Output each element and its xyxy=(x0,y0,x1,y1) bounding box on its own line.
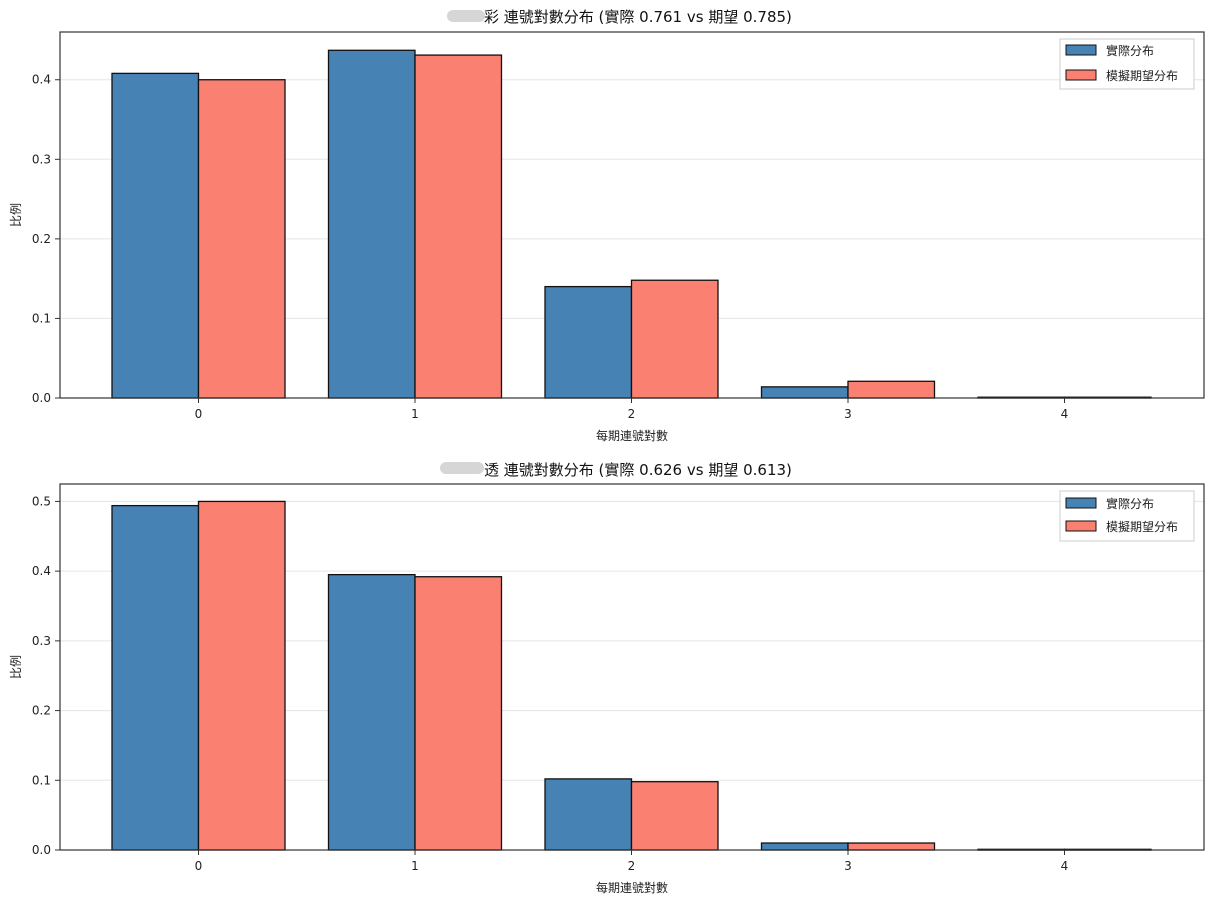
bar-expected-2 xyxy=(630,781,719,851)
y-tick-label: 0.2 xyxy=(32,704,51,718)
chart-title: 彩 連號對數分布 (實際 0.761 vs 期望 0.785) xyxy=(484,8,792,26)
y-tick-label: 0.1 xyxy=(32,773,51,787)
y-tick-label: 0.4 xyxy=(32,564,51,578)
legend-label-actual: 實際分布 xyxy=(1106,43,1154,58)
x-axis-label: 每期連號對數 xyxy=(596,428,668,443)
bar-expected-1 xyxy=(414,576,503,851)
x-tick-label: 4 xyxy=(1061,859,1069,873)
plot-frame xyxy=(59,483,1205,851)
y-tick-label: 0.4 xyxy=(32,73,51,87)
bar-expected-1 xyxy=(414,54,503,399)
legend-label-actual: 實際分布 xyxy=(1106,496,1154,511)
legend-swatch-expected xyxy=(1065,520,1097,532)
x-tick-label: 1 xyxy=(411,407,419,421)
x-tick-label: 3 xyxy=(844,407,852,421)
x-tick-label: 0 xyxy=(195,859,203,873)
y-tick-label: 0.0 xyxy=(32,843,51,857)
y-axis-label: 比例 xyxy=(9,655,23,679)
bar-actual-1 xyxy=(327,573,416,851)
bar-actual-3 xyxy=(760,386,849,399)
chart-top: 彩 連號對數分布 (實際 0.761 vs 期望 0.785) 比例 每期連號對… xyxy=(9,8,1205,443)
legend-swatch-expected xyxy=(1065,69,1097,81)
chart-title: 透 連號對數分布 (實際 0.626 vs 期望 0.613) xyxy=(484,461,792,479)
bar-expected-0 xyxy=(197,79,286,399)
x-tick-label: 3 xyxy=(844,859,852,873)
plot-frame xyxy=(59,31,1205,399)
legend: 實際分布 模擬期望分布 xyxy=(1059,38,1195,90)
bar-expected-0 xyxy=(197,500,286,851)
x-axis-label: 每期連號對數 xyxy=(596,880,668,895)
bar-expected-3 xyxy=(847,380,936,399)
x-tick-label: 2 xyxy=(628,407,636,421)
legend-label-expected: 模擬期望分布 xyxy=(1106,519,1178,534)
x-tick-label: 1 xyxy=(411,859,419,873)
bar-actual-1 xyxy=(327,49,416,399)
x-tick-label: 0 xyxy=(195,407,203,421)
legend-swatch-actual xyxy=(1065,44,1097,56)
redacted-title-prefix xyxy=(447,10,485,22)
bar-actual-2 xyxy=(544,778,633,851)
y-tick-label: 0.2 xyxy=(32,232,51,246)
x-tick-label: 4 xyxy=(1061,407,1069,421)
y-tick-label: 0.1 xyxy=(32,311,51,325)
bar-actual-2 xyxy=(544,285,633,399)
legend-swatch-actual xyxy=(1065,497,1097,509)
legend-label-expected: 模擬期望分布 xyxy=(1106,68,1178,83)
bar-expected-3 xyxy=(847,842,936,851)
bar-actual-0 xyxy=(111,72,200,399)
y-axis-label: 比例 xyxy=(9,203,23,227)
y-tick-label: 0.3 xyxy=(32,634,51,648)
x-tick-label: 2 xyxy=(628,859,636,873)
y-tick-label: 0.0 xyxy=(32,391,51,405)
legend: 實際分布 模擬期望分布 xyxy=(1059,490,1195,542)
bar-expected-2 xyxy=(630,279,719,399)
redacted-title-prefix xyxy=(440,462,484,474)
chart-bottom: 透 連號對數分布 (實際 0.626 vs 期望 0.613) 比例 每期連號對… xyxy=(9,461,1205,895)
bar-actual-0 xyxy=(111,504,200,851)
bar-actual-3 xyxy=(760,842,849,851)
y-tick-label: 0.5 xyxy=(32,494,51,508)
y-tick-label: 0.3 xyxy=(32,152,51,166)
